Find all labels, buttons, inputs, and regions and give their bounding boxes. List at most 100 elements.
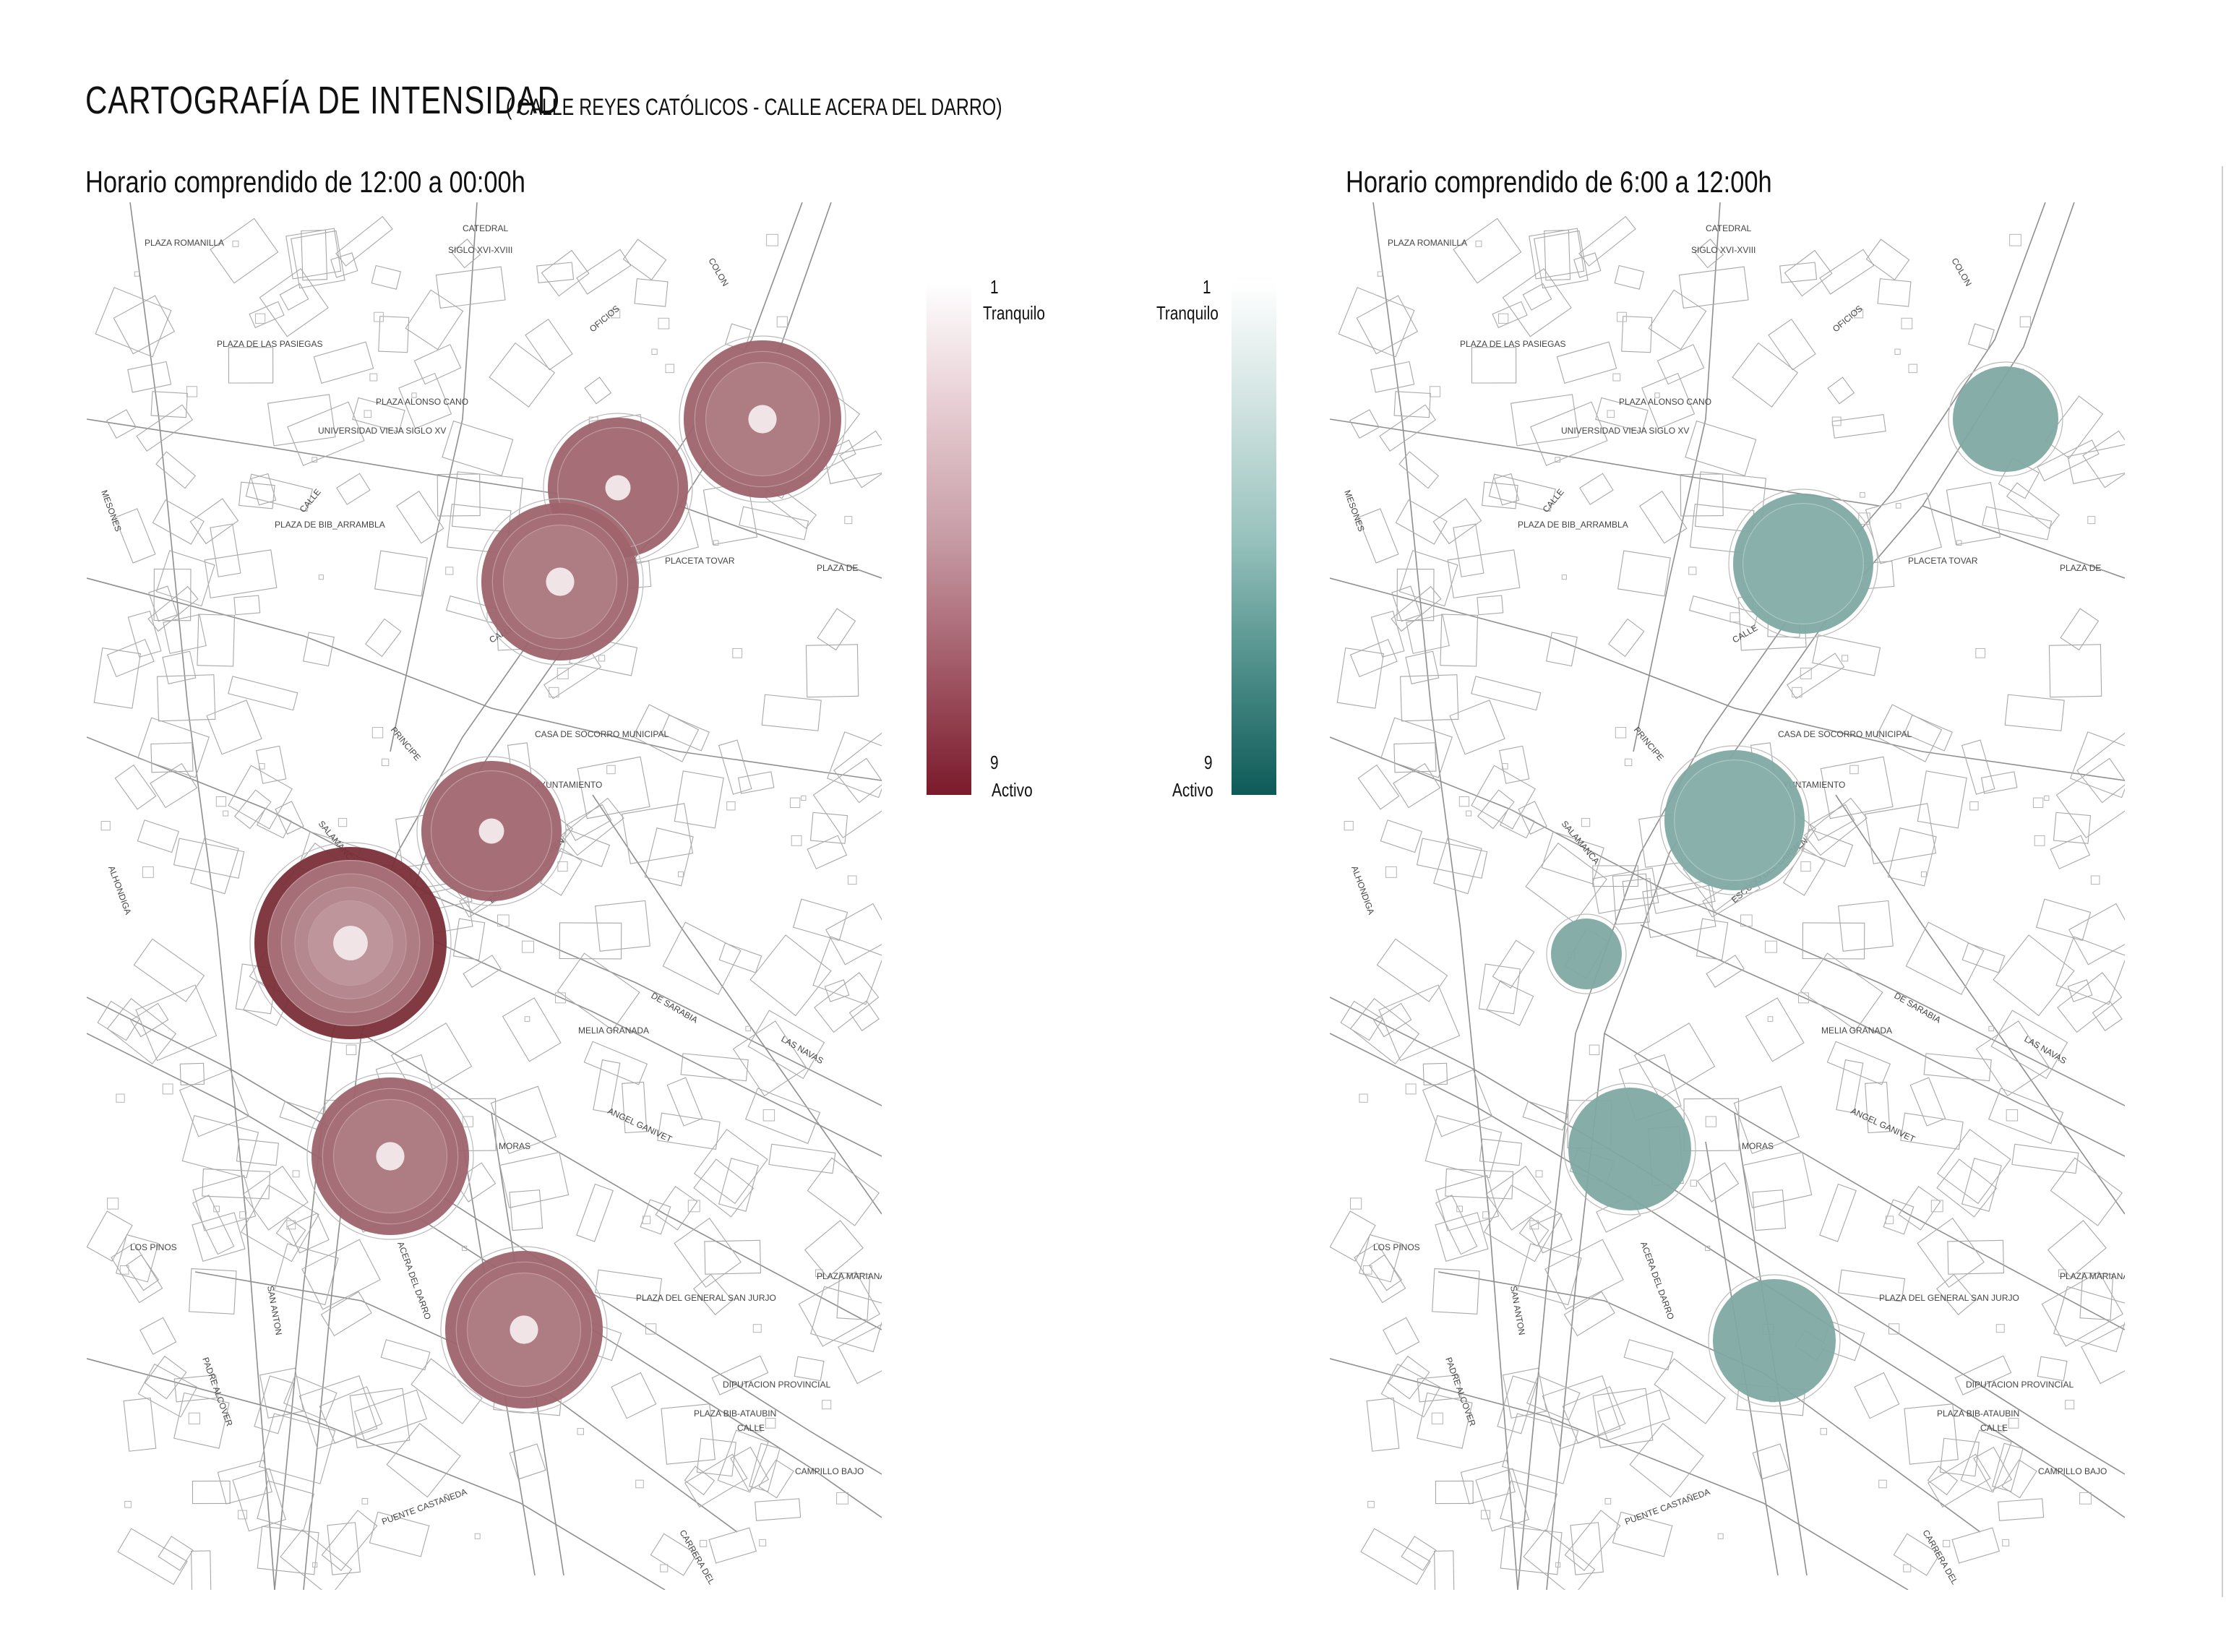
building-block bbox=[152, 499, 205, 545]
intensity-circle-placeta-tovar[interactable] bbox=[476, 498, 644, 666]
building-block bbox=[354, 1389, 427, 1441]
building-block bbox=[386, 1423, 461, 1498]
building-detail bbox=[474, 1533, 481, 1539]
building-block bbox=[1556, 341, 1617, 384]
building-block bbox=[1967, 323, 1995, 351]
building-block bbox=[1522, 283, 1552, 311]
building-block bbox=[1482, 481, 1518, 509]
building-block bbox=[130, 1002, 169, 1038]
building-block bbox=[1787, 653, 1845, 700]
building-block bbox=[275, 1217, 306, 1247]
map-label: PLAZA ALONSO CANO bbox=[1619, 397, 1711, 407]
building-detail bbox=[1798, 992, 1809, 1004]
building-block bbox=[1579, 473, 1614, 505]
building-block bbox=[202, 1168, 271, 1200]
street-line bbox=[1330, 577, 2125, 781]
building-block bbox=[1592, 1388, 1654, 1448]
building-block bbox=[240, 1184, 319, 1262]
building-block bbox=[1396, 568, 1435, 621]
building-block bbox=[313, 341, 374, 384]
circle-halo bbox=[440, 1246, 608, 1414]
building-block bbox=[1433, 838, 1482, 895]
building-block bbox=[1927, 1466, 1959, 1496]
intensity-circle-plaza-nueva[interactable] bbox=[679, 335, 846, 503]
building-detail bbox=[660, 1564, 669, 1573]
building-block bbox=[1633, 1022, 1716, 1099]
building-block bbox=[1395, 499, 1448, 545]
map-label: OFICIOS bbox=[1831, 304, 1865, 334]
building-block bbox=[489, 342, 556, 408]
intensity-circle-acera-del-darro-norte[interactable] bbox=[1563, 1083, 1696, 1216]
building-block bbox=[711, 1355, 769, 1395]
circle-fill bbox=[1713, 1279, 1836, 1402]
intensity-circle-puerta-real[interactable] bbox=[249, 842, 452, 1044]
map-label: CASA DE SOCORRO MUNICIPAL bbox=[1778, 729, 1912, 739]
building-detail bbox=[1350, 1197, 1362, 1210]
building-block bbox=[1435, 1195, 1478, 1255]
intensity-circle-plaza-nueva[interactable] bbox=[1948, 361, 2063, 477]
building-block bbox=[435, 266, 506, 309]
street-line bbox=[87, 1358, 666, 1590]
building-detail bbox=[1930, 1200, 1943, 1213]
building-detail bbox=[549, 687, 559, 698]
building-block bbox=[1391, 585, 1422, 622]
building-detail bbox=[844, 516, 853, 525]
building-block bbox=[761, 694, 822, 731]
intensity-circle-acera-del-darro-norte[interactable] bbox=[306, 1072, 474, 1240]
building-block bbox=[349, 1388, 411, 1448]
building-block bbox=[644, 827, 694, 887]
building-block bbox=[661, 714, 710, 752]
building-detail bbox=[1831, 416, 1842, 426]
building-block bbox=[1784, 249, 1833, 297]
intensity-circle-acera-del-darro-sur[interactable] bbox=[1708, 1274, 1841, 1407]
building-block bbox=[1578, 215, 1636, 267]
building-block bbox=[1562, 1386, 1626, 1444]
building-block bbox=[556, 952, 640, 1031]
building-block bbox=[817, 608, 856, 651]
building-block bbox=[1752, 1443, 1789, 1480]
intensity-circle-puerta-real[interactable] bbox=[1546, 913, 1627, 994]
building-block bbox=[114, 508, 156, 564]
building-block bbox=[1742, 1151, 1813, 1208]
building-block bbox=[666, 1077, 703, 1127]
building-block bbox=[287, 401, 365, 466]
building-detail bbox=[107, 1197, 119, 1210]
building-block bbox=[1837, 900, 1894, 952]
building-block bbox=[1380, 717, 1453, 778]
building-block bbox=[452, 918, 486, 961]
scale-right-min: 1 bbox=[1203, 276, 1211, 298]
building-detail bbox=[1896, 503, 1901, 509]
building-block bbox=[233, 595, 261, 616]
street-network bbox=[1330, 202, 2125, 1590]
intensity-circle-ayuntamiento[interactable] bbox=[1659, 745, 1810, 895]
building-block bbox=[1639, 491, 1688, 544]
building-block bbox=[302, 632, 335, 667]
scale-right-max-label: Activo bbox=[1172, 779, 1213, 801]
building-block bbox=[1379, 404, 1437, 452]
building-block bbox=[650, 1533, 697, 1576]
building-detail bbox=[1988, 1025, 1994, 1032]
building-block bbox=[704, 1239, 761, 1275]
building-block bbox=[364, 618, 402, 658]
intensity-circle-ayuntamiento[interactable] bbox=[416, 756, 567, 906]
building-block bbox=[1573, 252, 1602, 278]
map-label: ANGEL GANIVET bbox=[1849, 1106, 1917, 1145]
building-block bbox=[1961, 1158, 2002, 1212]
intensity-circle-placeta-tovar[interactable] bbox=[1728, 489, 1878, 639]
building-block bbox=[576, 1183, 614, 1242]
building-block bbox=[1951, 1527, 2001, 1564]
building-block bbox=[115, 1234, 159, 1283]
building-block bbox=[259, 268, 329, 337]
building-detail bbox=[726, 801, 736, 811]
circle-halo bbox=[1546, 913, 1627, 994]
circle-halo bbox=[416, 756, 567, 906]
intensity-circle-acera-del-darro-sur[interactable] bbox=[440, 1246, 608, 1414]
building-block bbox=[768, 1143, 836, 1174]
map-label: PUENTE CASTAÑEDA bbox=[380, 1487, 468, 1527]
building-block bbox=[1422, 1062, 1448, 1085]
building-block bbox=[321, 1510, 378, 1571]
building-block bbox=[451, 238, 481, 269]
street-line bbox=[129, 202, 275, 1590]
building-block bbox=[371, 264, 402, 290]
building-detail bbox=[1903, 1564, 1912, 1573]
